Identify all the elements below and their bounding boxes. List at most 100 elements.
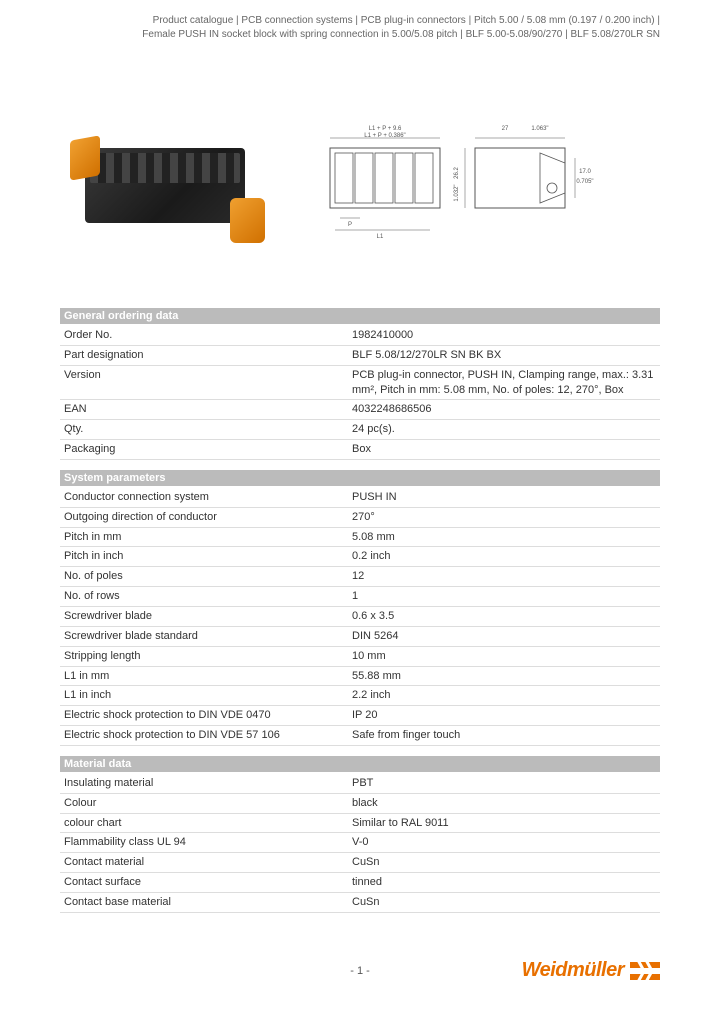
brand-mark-icon: [630, 960, 660, 982]
svg-text:P: P: [348, 222, 352, 228]
spec-value: black: [348, 793, 660, 813]
table-row: Qty.24 pc(s).: [60, 420, 660, 440]
spec-label: Electric shock protection to DIN VDE 57 …: [60, 726, 348, 746]
spec-label: Contact surface: [60, 873, 348, 893]
svg-text:1.063": 1.063": [531, 126, 548, 132]
table-row: Contact surfacetinned: [60, 873, 660, 893]
spec-value: PCB plug-in connector, PUSH IN, Clamping…: [348, 365, 660, 400]
spec-label: Pitch in inch: [60, 547, 348, 567]
spec-value: PBT: [348, 774, 660, 793]
table-row: Order No.1982410000: [60, 326, 660, 345]
svg-text:L1 + P + 0.386": L1 + P + 0.386": [364, 133, 405, 139]
spec-label: No. of rows: [60, 587, 348, 607]
table-row: No. of rows1: [60, 587, 660, 607]
spec-value: CuSn: [348, 892, 660, 912]
images-row: L1 + P + 9.6 L1 + P + 0.386" P L1 27 1.0…: [60, 118, 660, 268]
spec-label: Screwdriver blade: [60, 606, 348, 626]
table-row: No. of poles12: [60, 567, 660, 587]
connector-lever-left: [70, 135, 100, 180]
table-row: Stripping length10 mm: [60, 646, 660, 666]
table-row: Conductor connection systemPUSH IN: [60, 488, 660, 507]
spec-value: PUSH IN: [348, 488, 660, 507]
spec-value: IP 20: [348, 706, 660, 726]
spec-table: Conductor connection systemPUSH INOutgoi…: [60, 488, 660, 746]
table-row: Colourblack: [60, 793, 660, 813]
spec-value: 4032248686506: [348, 400, 660, 420]
table-row: PackagingBox: [60, 440, 660, 460]
technical-drawing: L1 + P + 9.6 L1 + P + 0.386" P L1 27 1.0…: [310, 118, 610, 248]
spec-label: EAN: [60, 400, 348, 420]
table-row: Screwdriver blade standardDIN 5264: [60, 626, 660, 646]
spec-label: No. of poles: [60, 567, 348, 587]
spec-label: Contact base material: [60, 892, 348, 912]
svg-text:17.0: 17.0: [579, 169, 591, 175]
table-row: Flammability class UL 94V-0: [60, 833, 660, 853]
footer: - 1 - Weidmüller: [0, 959, 720, 982]
spec-value: V-0: [348, 833, 660, 853]
table-row: Electric shock protection to DIN VDE 57 …: [60, 726, 660, 746]
table-row: Pitch in inch0.2 inch: [60, 547, 660, 567]
brand-name: Weidmüller: [522, 959, 624, 982]
svg-text:L1 + P + 9.6: L1 + P + 9.6: [369, 126, 402, 132]
spec-label: Contact material: [60, 853, 348, 873]
table-row: Screwdriver blade0.6 x 3.5: [60, 606, 660, 626]
spec-label: Screwdriver blade standard: [60, 626, 348, 646]
spec-value: 2.2 inch: [348, 686, 660, 706]
spec-value: tinned: [348, 873, 660, 893]
section-header: Material data: [60, 756, 660, 772]
spec-label: Version: [60, 365, 348, 400]
breadcrumb-line1: Product catalogue | PCB connection syste…: [153, 15, 660, 26]
spec-value: 0.2 inch: [348, 547, 660, 567]
product-photo: [60, 118, 280, 268]
spec-label: Part designation: [60, 345, 348, 365]
spec-label: Insulating material: [60, 774, 348, 793]
spec-label: Colour: [60, 793, 348, 813]
table-row: Outgoing direction of conductor270°: [60, 507, 660, 527]
table-row: EAN4032248686506: [60, 400, 660, 420]
table-row: Contact base materialCuSn: [60, 892, 660, 912]
spec-label: Stripping length: [60, 646, 348, 666]
content-area: L1 + P + 9.6 L1 + P + 0.386" P L1 27 1.0…: [0, 118, 720, 913]
brand-logo: Weidmüller: [522, 959, 660, 982]
breadcrumb-line2: Female PUSH IN socket block with spring …: [142, 29, 660, 40]
spec-value: 1: [348, 587, 660, 607]
spec-value: Safe from finger touch: [348, 726, 660, 746]
table-row: L1 in inch2.2 inch: [60, 686, 660, 706]
spec-value: 24 pc(s).: [348, 420, 660, 440]
spec-value: DIN 5264: [348, 626, 660, 646]
spec-label: Qty.: [60, 420, 348, 440]
spec-value: BLF 5.08/12/270LR SN BK BX: [348, 345, 660, 365]
table-row: Pitch in mm5.08 mm: [60, 527, 660, 547]
spec-label: Outgoing direction of conductor: [60, 507, 348, 527]
spec-value: 12: [348, 567, 660, 587]
svg-text:27: 27: [502, 126, 509, 132]
spec-value: 55.88 mm: [348, 666, 660, 686]
breadcrumb: Product catalogue | PCB connection syste…: [0, 0, 720, 48]
svg-text:26.2: 26.2: [454, 167, 460, 179]
spec-label: L1 in inch: [60, 686, 348, 706]
spec-label: Flammability class UL 94: [60, 833, 348, 853]
spec-label: Electric shock protection to DIN VDE 047…: [60, 706, 348, 726]
table-row: VersionPCB plug-in connector, PUSH IN, C…: [60, 365, 660, 400]
svg-text:0.705": 0.705": [576, 179, 593, 185]
spec-label: L1 in mm: [60, 666, 348, 686]
spec-table: Order No.1982410000Part designationBLF 5…: [60, 326, 660, 460]
table-row: Part designationBLF 5.08/12/270LR SN BK …: [60, 345, 660, 365]
spec-label: Order No.: [60, 326, 348, 345]
connector-lever-right: [230, 198, 265, 243]
spec-label: Pitch in mm: [60, 527, 348, 547]
table-row: Contact materialCuSn: [60, 853, 660, 873]
spec-value: 10 mm: [348, 646, 660, 666]
table-row: L1 in mm55.88 mm: [60, 666, 660, 686]
table-row: colour chartSimilar to RAL 9011: [60, 813, 660, 833]
spec-label: Conductor connection system: [60, 488, 348, 507]
spec-value: CuSn: [348, 853, 660, 873]
svg-text:L1: L1: [377, 234, 384, 240]
section-header: General ordering data: [60, 308, 660, 324]
spec-value: 1982410000: [348, 326, 660, 345]
spec-value: 0.6 x 3.5: [348, 606, 660, 626]
spec-value: 270°: [348, 507, 660, 527]
table-row: Insulating materialPBT: [60, 774, 660, 793]
spec-label: colour chart: [60, 813, 348, 833]
spec-label: Packaging: [60, 440, 348, 460]
